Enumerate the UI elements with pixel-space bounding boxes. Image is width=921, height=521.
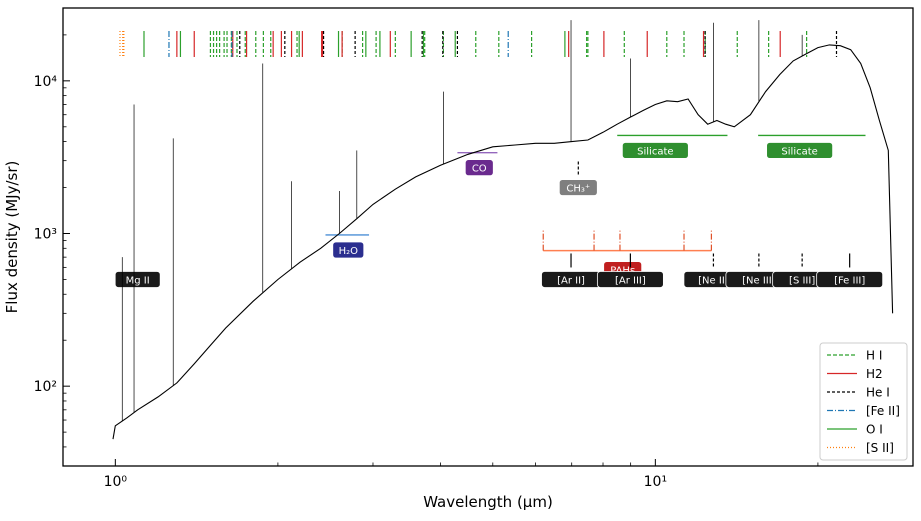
feature-label: [Ar III] <box>615 275 646 286</box>
feature-label: [Ne III] <box>742 275 776 286</box>
line-markers <box>119 31 838 57</box>
x-axis-label: Wavelength (μm) <box>423 493 553 511</box>
legend: H I H2 He I [Fe II] O I [S II] <box>819 342 908 461</box>
y-tick-label: 10³ <box>34 227 57 243</box>
spectrum <box>112 20 894 440</box>
feature-label-box <box>114 271 161 288</box>
feature-label: Silicate <box>637 146 673 157</box>
x-tick-label: 10⁰ <box>104 474 128 490</box>
legend-label: He I <box>866 386 890 400</box>
feature-label: [Ne II] <box>698 275 729 286</box>
ticks: 10⁰ 10¹ 10² 10³ 10⁴ <box>34 7 914 490</box>
y-tick-label: 10⁴ <box>34 74 58 90</box>
axes <box>62 7 914 467</box>
spectrum-line <box>112 44 894 440</box>
feature-label-box <box>464 159 494 177</box>
feature-label-box <box>332 241 365 259</box>
feature-label-box <box>766 142 834 159</box>
legend-label: O I <box>866 423 883 437</box>
feature-label: Silicate <box>781 146 817 157</box>
legend-box <box>819 342 908 461</box>
plot-area <box>63 8 913 466</box>
legend-label: H2 <box>866 367 883 381</box>
feature-label: Mg II <box>126 275 150 286</box>
feature-label-box <box>621 142 689 159</box>
y-axis-label: Flux density (MJy/sr) <box>3 161 21 314</box>
feature-label-box <box>596 271 664 288</box>
x-tick-label: 10¹ <box>644 474 667 490</box>
feature-label: [Fe III] <box>834 275 865 286</box>
feature-label: [S III] <box>789 275 815 286</box>
legend-label: H I <box>866 349 882 363</box>
feature-label: H₂O <box>339 246 359 257</box>
feature-label: CO <box>472 164 487 175</box>
feature-label-box <box>816 271 884 288</box>
legend-label: [S II] <box>866 441 894 455</box>
feature-label: CH₃⁺ <box>566 184 590 195</box>
y-tick-label: 10² <box>34 379 57 395</box>
plot-frame <box>62 7 914 467</box>
plot-background <box>63 8 913 466</box>
feature-label: [Ar II] <box>557 275 585 286</box>
feature-label-box <box>558 179 598 196</box>
legend-label: [Fe II] <box>866 404 900 418</box>
